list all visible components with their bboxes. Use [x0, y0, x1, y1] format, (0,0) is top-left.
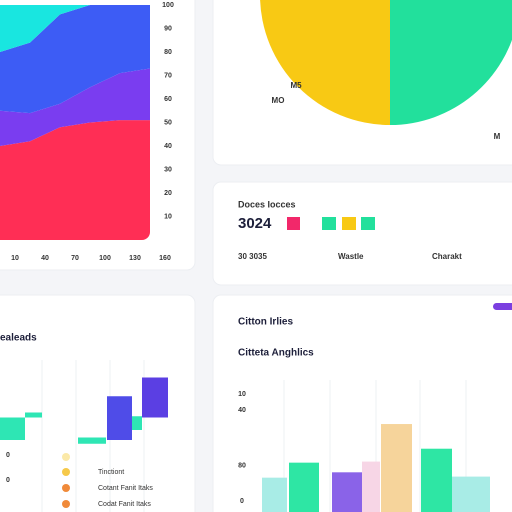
- legend-label: Codat Fanit Itaks: [98, 501, 151, 508]
- legend-dot: [62, 468, 70, 476]
- x-tick-label: 70: [71, 255, 79, 262]
- area: [0, 5, 150, 52]
- pie-label: M5: [290, 81, 302, 90]
- swatch: [322, 217, 336, 230]
- y-tick-label: 20: [164, 190, 172, 197]
- y-tick-label: 70: [164, 72, 172, 79]
- summary-footer: Wastle: [338, 252, 364, 261]
- summary-footer: 30 3035: [238, 252, 267, 261]
- y-tick-label: 90: [164, 25, 172, 32]
- legend-dot: [62, 484, 70, 492]
- y-tick-label: 0: [240, 498, 244, 505]
- bar: [262, 477, 287, 512]
- y-tick-label: 0: [6, 452, 10, 459]
- legend-label: Cotant Fanit Itaks: [98, 485, 153, 492]
- summary-label: Doces Iocces: [238, 199, 296, 209]
- bar: [132, 416, 142, 430]
- card-title: Citton Irlies: [238, 317, 293, 328]
- y-tick-label: 80: [164, 49, 172, 56]
- bar: [142, 377, 168, 418]
- bar: [289, 462, 319, 512]
- pie-label: MO: [272, 96, 285, 105]
- pie-label: M: [494, 132, 501, 141]
- x-tick-label: 160: [159, 255, 171, 262]
- legend-label: Tinctiont: [98, 469, 124, 476]
- area-plot: [0, 5, 150, 240]
- bar: [421, 448, 452, 512]
- legend-dot: [62, 453, 70, 461]
- y-tick-label: 30: [164, 166, 172, 173]
- swatch: [361, 217, 375, 230]
- bar: [332, 472, 362, 512]
- pie-plot: [260, 0, 512, 125]
- card: [0, 294, 196, 512]
- toggle[interactable]: [493, 303, 512, 310]
- x-tick-label: 40: [41, 255, 49, 262]
- y-tick-label: 60: [164, 96, 172, 103]
- y-tick-label: 10: [238, 391, 246, 398]
- bar: [107, 396, 132, 440]
- x-tick-label: 10: [11, 255, 19, 262]
- bar: [452, 476, 490, 512]
- pie-slice: [390, 0, 512, 125]
- area: [0, 68, 150, 146]
- y-tick-label: 40: [164, 143, 172, 150]
- y-tick-label: 80: [238, 463, 246, 470]
- swatch: [342, 217, 356, 230]
- bar: [381, 424, 412, 512]
- summary-footer: Charakt: [432, 252, 462, 261]
- x-tick-label: 100: [99, 255, 111, 262]
- card: [212, 181, 512, 286]
- y-tick-label: 40: [238, 407, 246, 414]
- area: [0, 5, 150, 114]
- x-tick-label: 130: [129, 255, 141, 262]
- bar: [362, 461, 380, 512]
- bar: [0, 417, 25, 440]
- area: [0, 120, 150, 240]
- y-tick-label: 50: [164, 119, 172, 126]
- card-subtitle: Citteta Anghlics: [238, 348, 314, 359]
- swatch: [287, 217, 300, 230]
- y-tick-label: 100: [162, 2, 174, 9]
- y-tick-label: 0: [6, 477, 10, 484]
- summary-value: 3024: [238, 215, 272, 232]
- card-title: ealeads: [0, 333, 37, 344]
- bar: [25, 412, 42, 418]
- y-tick-label: 10: [164, 213, 172, 220]
- legend-dot: [62, 500, 70, 508]
- pie-slice: [260, 0, 390, 125]
- bar: [78, 437, 106, 444]
